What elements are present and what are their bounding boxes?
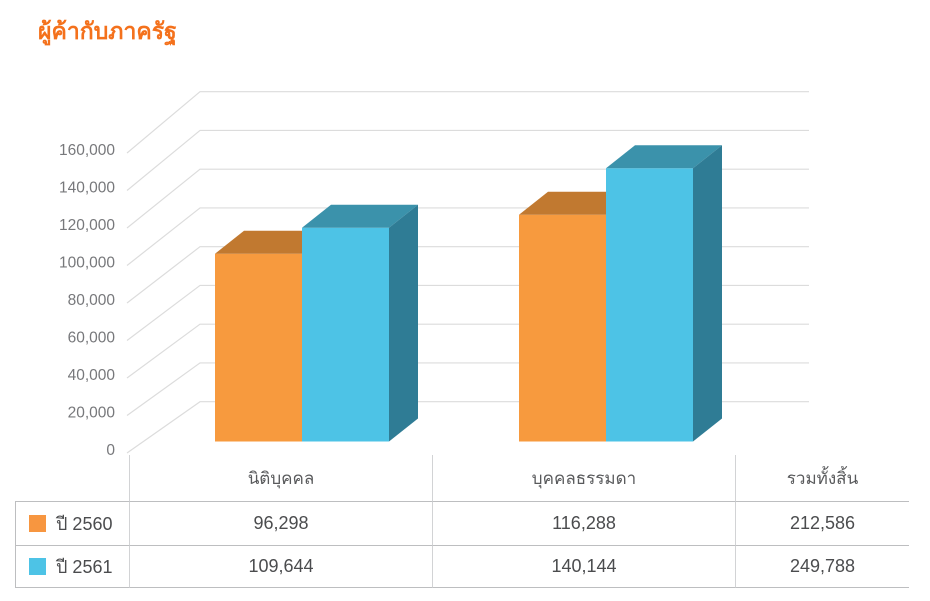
value-2561-juristic: 109,644	[129, 545, 432, 588]
bar-ปี 2561-บุคคลธรรมดา[interactable]	[606, 145, 722, 442]
legend-label-2561: ปี 2561	[56, 557, 113, 577]
legend-row-2561: ปี 2561	[15, 545, 129, 588]
bar-top-face[interactable]	[606, 145, 722, 169]
legend-swatch-2560	[29, 515, 46, 532]
bar-front-face[interactable]	[519, 214, 606, 442]
bar-side-face[interactable]	[693, 145, 722, 442]
value-2561-natural: 140,144	[432, 545, 735, 588]
bar-chart-canvas: 0 20,000 40,000 60,000 80,000 100,000 120,000 1…	[59, 91, 809, 459]
column-header-natural-person: บุคคลธรรมดา	[432, 455, 735, 501]
bar-front-face[interactable]	[215, 253, 302, 442]
legend-row-2560: ปี 2560	[15, 501, 129, 545]
bar-top-face[interactable]	[302, 204, 418, 228]
value-2560-total: 212,586	[735, 501, 909, 545]
column-header-juristic-person: นิติบุคคล	[129, 455, 432, 501]
bar-side-face[interactable]	[389, 204, 418, 442]
gridline	[126, 91, 809, 154]
gridline	[126, 129, 809, 191]
table-corner-cell	[15, 455, 129, 501]
page-title: ผู้ค้ากับภาครัฐ	[38, 18, 177, 44]
y-axis-tick-label: 100,000	[59, 255, 115, 272]
bar-front-face[interactable]	[302, 227, 389, 442]
y-axis-tick-label: 160,000	[59, 142, 115, 159]
bar-ปี 2561-นิติบุคคล[interactable]	[302, 204, 418, 442]
legend-label-2560: ปี 2560	[56, 514, 113, 534]
value-2560-natural: 116,288	[432, 501, 735, 545]
legend-swatch-2561	[29, 558, 46, 575]
y-axis-tick-label: 40,000	[68, 367, 116, 384]
y-axis-tick-label: 120,000	[59, 217, 115, 234]
y-axis-tick-label: 140,000	[59, 180, 115, 197]
column-header-grand-total: รวมทั้งสิ้น	[735, 455, 909, 501]
value-2560-juristic: 96,298	[129, 501, 432, 545]
y-axis-tick-label: 60,000	[68, 330, 116, 347]
bar-front-face[interactable]	[606, 168, 693, 442]
y-axis-tick-label: 0	[106, 442, 115, 459]
y-axis-tick-label: 20,000	[68, 405, 116, 422]
y-axis-tick-label: 80,000	[68, 292, 116, 309]
data-table: นิติบุคคล บุคคลธรรมดา รวมทั้งสิ้น ปี 256…	[15, 455, 909, 588]
value-2561-total: 249,788	[735, 545, 909, 588]
